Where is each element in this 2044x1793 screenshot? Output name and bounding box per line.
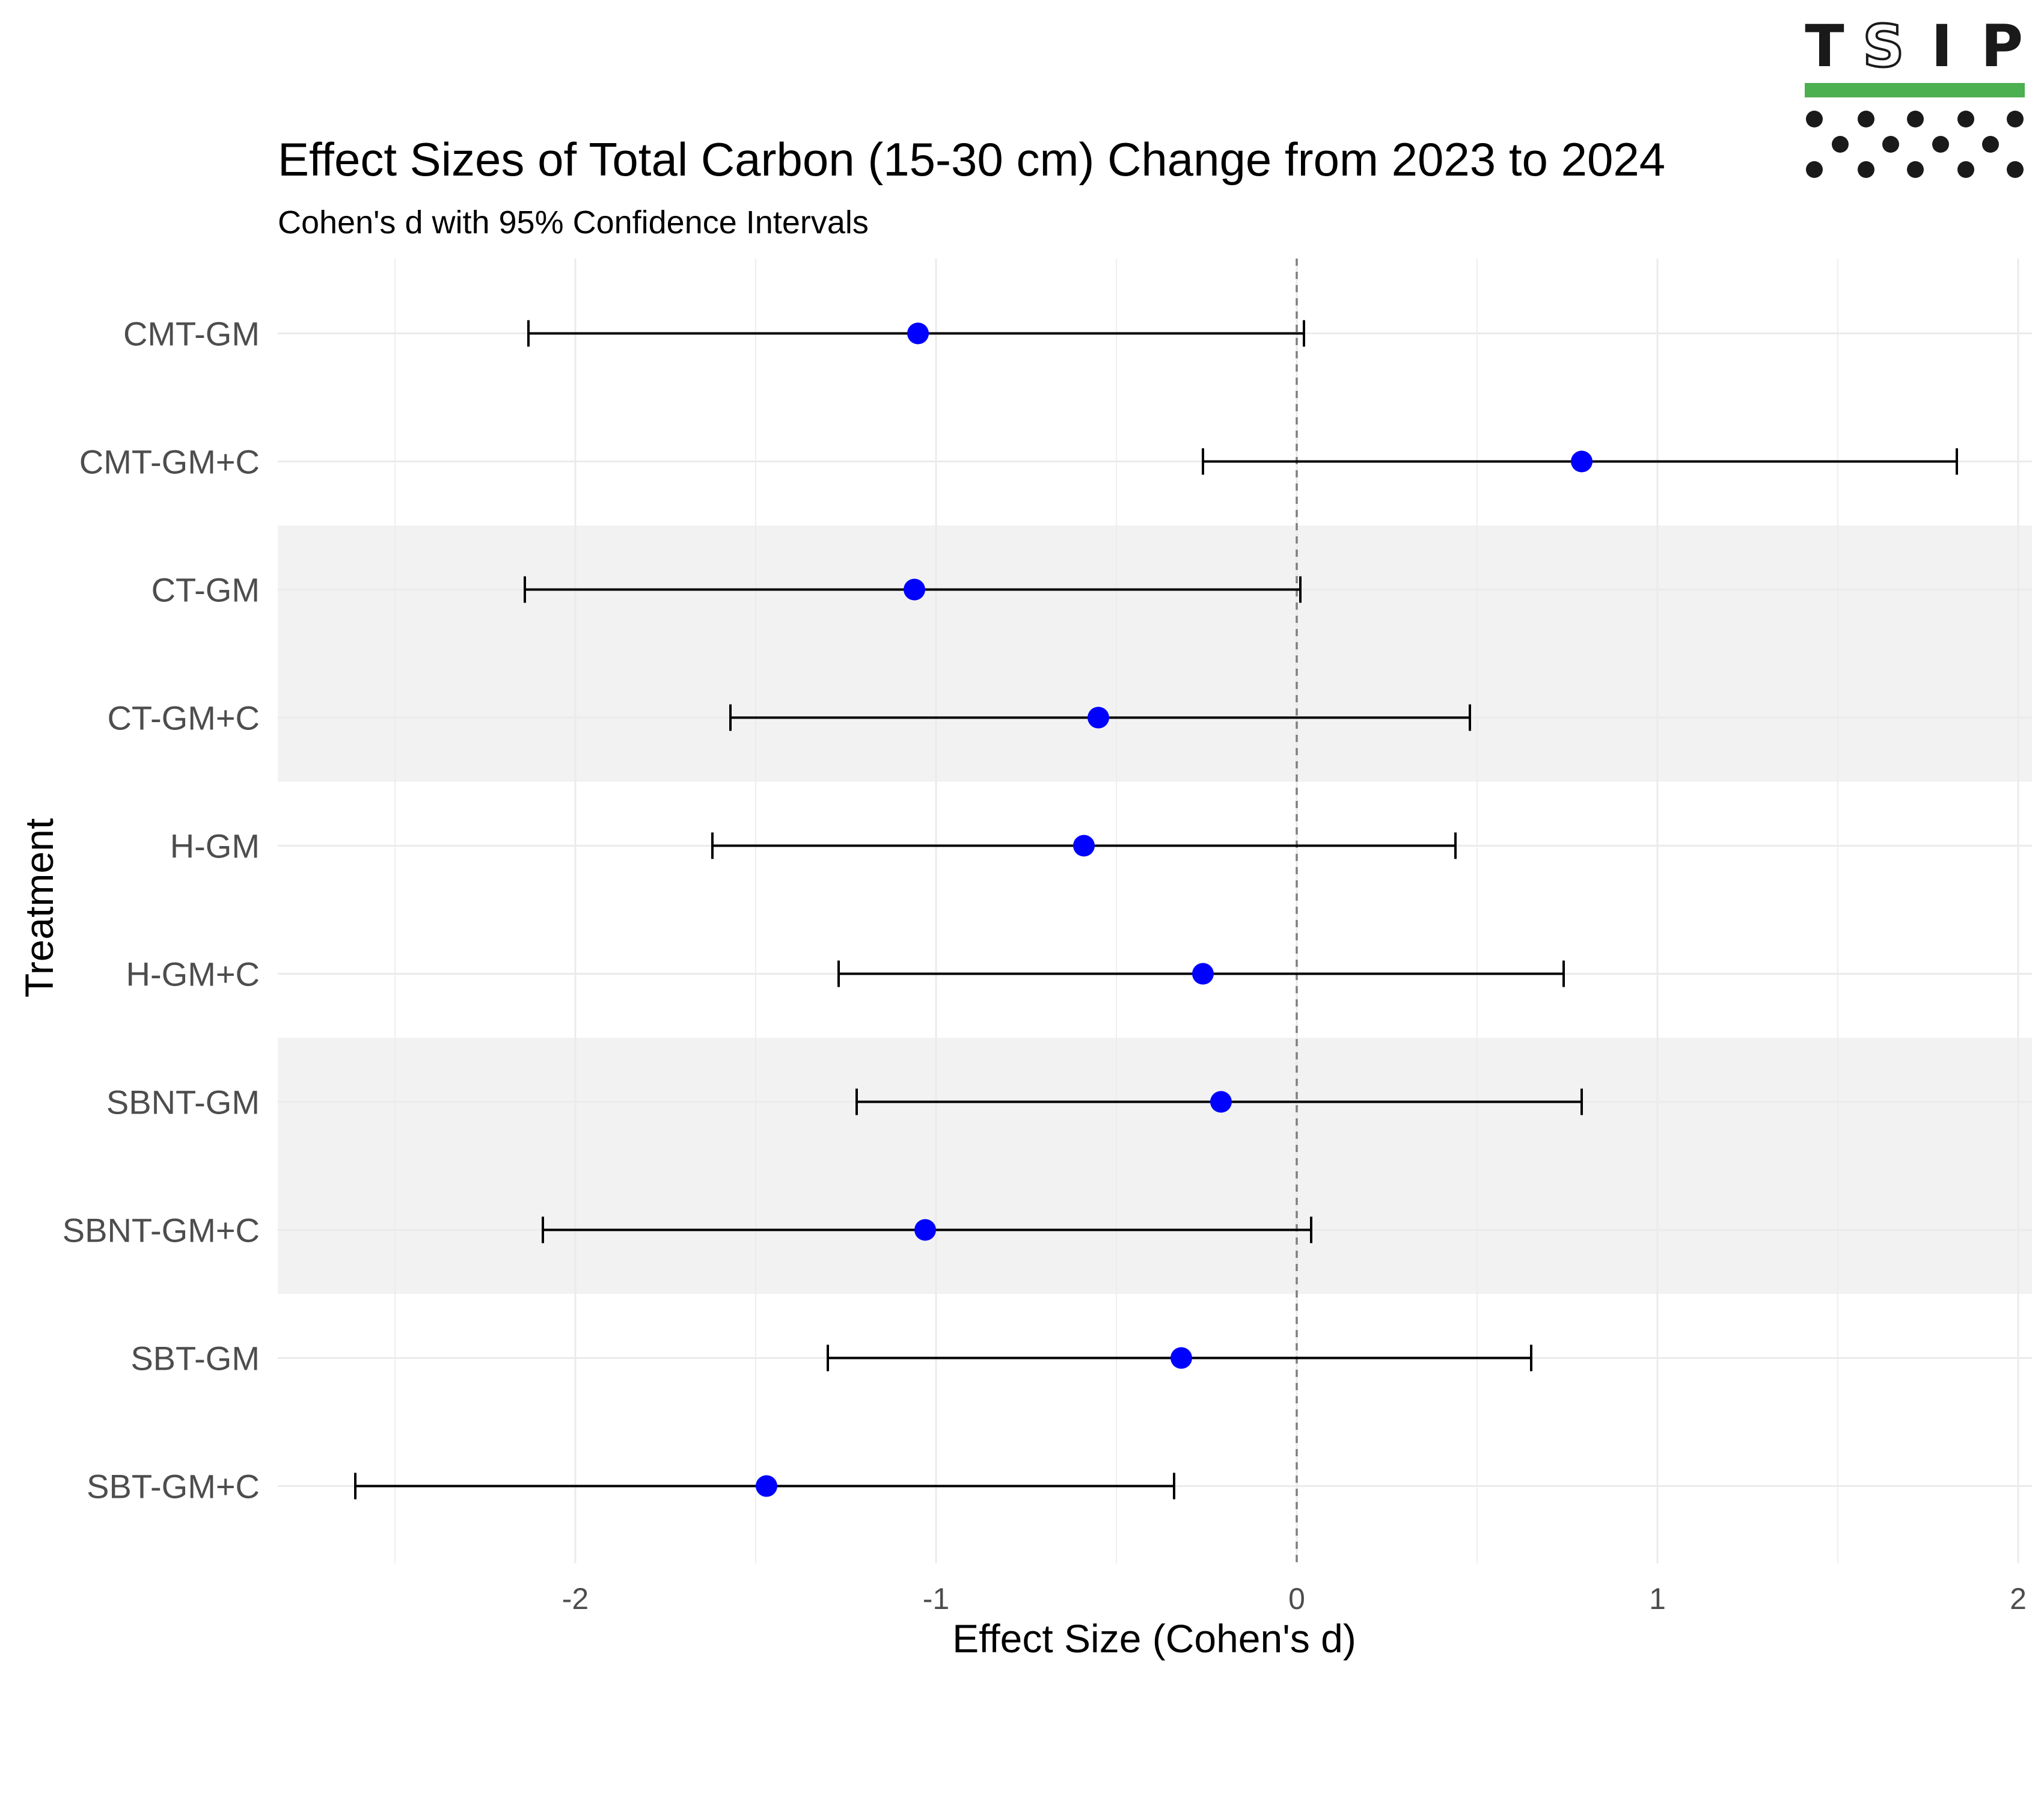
tsip-logo: T S I P: [1805, 11, 2025, 178]
point-CMT-GM: [907, 322, 929, 345]
x-tick-labels: -2 -1 0 1 2: [562, 1582, 2027, 1616]
y-tick-label: SBNT-GM+C: [63, 1212, 260, 1249]
logo-dot: [1806, 161, 1823, 178]
y-tick-label: H-GM: [170, 827, 260, 865]
point-SBT-GM: [1170, 1347, 1192, 1369]
logo-dot: [1858, 161, 1874, 178]
logo-dot: [1806, 111, 1823, 127]
logo-letter-i: I: [1931, 13, 1953, 80]
logo-letter-p: P: [1981, 13, 2023, 80]
x-tick-label: 2: [2010, 1582, 2027, 1616]
x-tick-label: 1: [1649, 1582, 1666, 1616]
point-H-GM: [1073, 835, 1095, 857]
logo-dot: [2007, 161, 2024, 178]
y-tick-label: CT-GM: [151, 571, 260, 609]
point-CT-GM: [904, 578, 925, 601]
y-tick-label: CMT-GM+C: [79, 443, 260, 481]
logo-dot: [1832, 136, 1849, 153]
y-tick-label: H-GM+C: [126, 955, 260, 993]
logo-dot: [1882, 136, 1899, 153]
x-tick-label: -1: [923, 1582, 949, 1616]
shaded-band-2: [278, 1038, 2032, 1294]
shaded-bands: [278, 526, 2032, 1294]
logo-dot: [1982, 136, 1999, 153]
y-tick-label: SBNT-GM: [106, 1083, 260, 1121]
point-SBNT-GM+C: [914, 1219, 936, 1241]
point-CT-GM+C: [1088, 706, 1109, 729]
y-tick-label: SBT-GM+C: [87, 1468, 260, 1506]
chart-title: Effect Sizes of Total Carbon (15-30 cm) …: [278, 133, 1665, 186]
y-tick-label: SBT-GM: [130, 1340, 260, 1378]
shaded-band-1: [278, 526, 2032, 782]
y-axis-title: Treatment: [17, 818, 61, 998]
y-tick-label: CT-GM+C: [107, 699, 260, 737]
point-SBT-GM+C: [756, 1475, 777, 1497]
point-estimates: [756, 322, 1593, 1497]
x-tick-label: 0: [1288, 1582, 1305, 1616]
logo-letter-s: S: [1862, 13, 1904, 80]
logo-dot: [2007, 111, 2024, 127]
logo-dot: [1907, 161, 1924, 178]
chart-subtitle: Cohen's d with 95% Confidence Intervals: [278, 204, 869, 241]
point-CMT-GM+C: [1571, 450, 1593, 473]
y-tick-labels: CMT-GM CMT-GM+C CT-GM CT-GM+C H-GM H-GM+C SBNT…: [63, 315, 260, 1506]
x-axis-title: Effect Size (Cohen's d): [952, 1616, 1356, 1661]
logo-letter-t: T: [1805, 13, 1844, 80]
y-tick-label: CMT-GM: [123, 315, 260, 353]
logo-dot: [1932, 136, 1949, 153]
logo-dot: [1858, 111, 1874, 127]
point-H-GM+C: [1192, 963, 1214, 985]
logo-dot: [1957, 111, 1974, 127]
logo-dot: [1907, 111, 1924, 127]
logo-dots: [1806, 111, 2024, 178]
x-tick-label: -2: [562, 1582, 589, 1616]
logo-dot: [1957, 161, 1974, 178]
point-SBNT-GM: [1210, 1091, 1232, 1113]
logo-green-bar: [1805, 83, 2025, 97]
